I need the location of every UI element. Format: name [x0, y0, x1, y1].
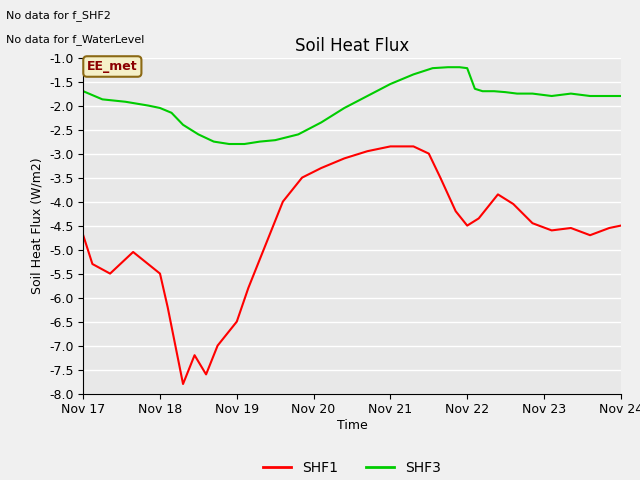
- SHF3: [605, 93, 613, 99]
- SHF1: [106, 271, 114, 276]
- SHF3: [502, 89, 509, 95]
- SHF1: [463, 223, 471, 228]
- SHF3: [156, 105, 164, 111]
- SHF1: [129, 249, 137, 255]
- SHF3: [340, 105, 348, 111]
- Text: No data for f_SHF2: No data for f_SHF2: [6, 10, 111, 21]
- SHF1: [340, 156, 348, 161]
- SHF3: [195, 132, 202, 137]
- SHF1: [605, 225, 613, 231]
- SHF1: [410, 144, 417, 149]
- SHF1: [179, 381, 187, 387]
- SHF3: [529, 91, 536, 96]
- SHF1: [529, 220, 536, 226]
- Y-axis label: Soil Heat Flux (W/m2): Soil Heat Flux (W/m2): [31, 157, 44, 294]
- SHF3: [429, 65, 436, 71]
- SHF1: [244, 285, 252, 291]
- SHF3: [179, 122, 187, 128]
- SHF3: [271, 137, 279, 143]
- SHF1: [202, 372, 210, 377]
- SHF3: [567, 91, 575, 96]
- SHF1: [387, 144, 394, 149]
- SHF1: [475, 216, 483, 221]
- SHF3: [456, 64, 463, 70]
- SHF3: [241, 141, 248, 147]
- SHF1: [494, 192, 502, 197]
- SHF1: [425, 151, 433, 156]
- SHF3: [410, 72, 417, 77]
- SHF3: [444, 64, 452, 70]
- SHF1: [567, 225, 575, 231]
- Title: Soil Heat Flux: Soil Heat Flux: [295, 36, 409, 55]
- SHF3: [122, 99, 129, 105]
- SHF3: [225, 141, 233, 147]
- SHF1: [364, 148, 371, 154]
- SHF3: [79, 88, 87, 94]
- SHF1: [164, 304, 172, 310]
- SHF1: [436, 175, 444, 180]
- SHF3: [256, 139, 264, 144]
- Text: No data for f_WaterLevel: No data for f_WaterLevel: [6, 34, 145, 45]
- SHF3: [387, 81, 394, 87]
- SHF1: [617, 223, 625, 228]
- SHF3: [364, 93, 371, 99]
- Text: EE_met: EE_met: [87, 60, 138, 73]
- SHF1: [509, 201, 517, 207]
- SHF1: [156, 271, 164, 276]
- X-axis label: Time: Time: [337, 419, 367, 432]
- SHF1: [214, 343, 221, 348]
- SHF3: [586, 93, 594, 99]
- SHF3: [513, 91, 521, 96]
- SHF1: [317, 165, 325, 171]
- Legend: SHF1, SHF3: SHF1, SHF3: [258, 456, 446, 480]
- SHF1: [586, 232, 594, 238]
- SHF3: [479, 88, 486, 94]
- SHF3: [99, 96, 106, 102]
- SHF1: [548, 228, 556, 233]
- SHF1: [191, 352, 198, 358]
- SHF1: [260, 247, 268, 252]
- SHF3: [210, 139, 218, 144]
- Line: SHF3: SHF3: [83, 67, 621, 144]
- SHF1: [279, 199, 287, 204]
- SHF3: [294, 132, 302, 137]
- SHF1: [79, 232, 87, 238]
- SHF3: [317, 120, 325, 125]
- SHF1: [298, 175, 306, 180]
- SHF3: [617, 93, 625, 99]
- SHF3: [168, 110, 175, 116]
- SHF1: [452, 208, 460, 214]
- SHF3: [463, 65, 471, 71]
- SHF3: [490, 88, 498, 94]
- SHF3: [548, 93, 556, 99]
- SHF1: [233, 319, 241, 324]
- SHF3: [471, 86, 479, 92]
- SHF3: [145, 103, 152, 108]
- SHF1: [88, 261, 96, 267]
- Line: SHF1: SHF1: [83, 146, 621, 384]
